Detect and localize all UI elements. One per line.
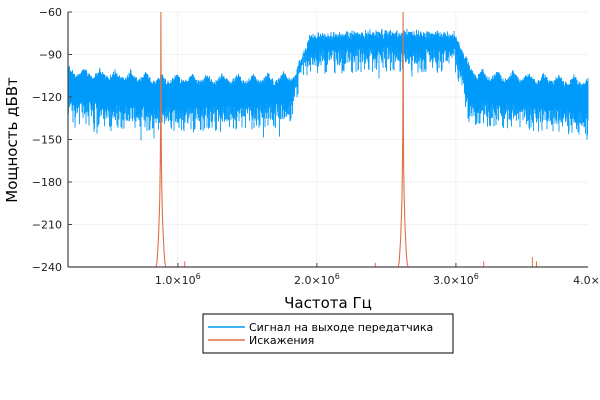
x-tick-exponent: 6	[335, 272, 340, 281]
y-tick-label: −90	[39, 49, 62, 62]
x-tick-mantissa: 2.0×10	[294, 274, 335, 287]
x-tick-exponent: 6	[196, 272, 201, 281]
y-tick-label: −150	[32, 134, 62, 147]
legend-box	[202, 313, 454, 354]
y-tick-label: −120	[32, 91, 62, 104]
series-signal	[67, 28, 589, 141]
y-tick-label: −240	[32, 261, 62, 274]
x-tick-mantissa: 1.0×10	[155, 274, 196, 287]
y-tick-label: −210	[32, 219, 62, 232]
x-tick-label: 4.0×106	[573, 272, 600, 287]
x-tick-mantissa: 4.0×10	[573, 274, 600, 287]
x-axis-label: Частота Гц	[284, 294, 372, 312]
y-tick-label: −60	[39, 6, 62, 19]
legend: Сигнал на выходе передатчика Искажения	[202, 313, 454, 354]
legend-label-signal: Сигнал на выходе передатчика	[249, 321, 433, 334]
x-tick-label: 1.0×106	[155, 272, 201, 287]
legend-label-distortion: Искажения	[249, 334, 314, 347]
x-tick-mantissa: 3.0×10	[433, 274, 474, 287]
signal-trace	[67, 28, 589, 141]
x-tick-label: 3.0×106	[433, 272, 479, 287]
y-tick-label: −180	[32, 176, 62, 189]
x-tick-label: 2.0×106	[294, 272, 340, 287]
y-axis-label: Мощность дБВт	[3, 77, 21, 203]
x-tick-exponent: 6	[474, 272, 479, 281]
